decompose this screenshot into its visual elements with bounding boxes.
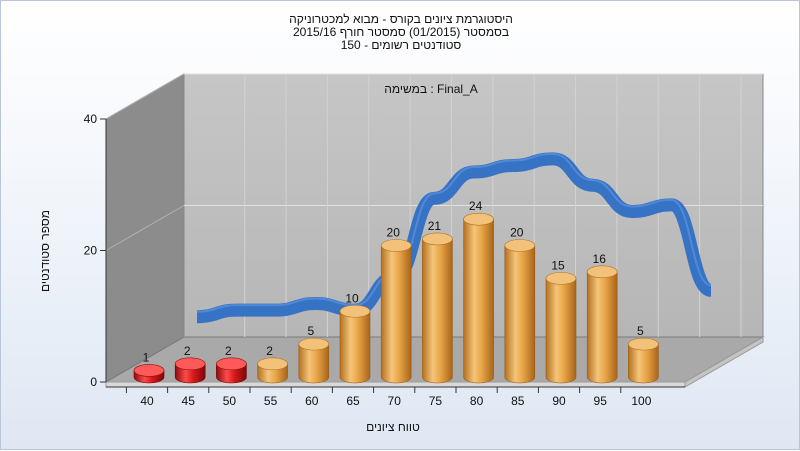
- task-annotation: במשימה : Final_A: [384, 82, 478, 96]
- trend-ribbon-highlight: [196, 152, 712, 313]
- bar-value-label: 15: [551, 258, 565, 272]
- bar-value-label: 20: [510, 226, 524, 240]
- bar-top: [422, 232, 453, 246]
- bar-value-label: 1: [143, 350, 150, 364]
- bar-value-label: 24: [469, 199, 483, 213]
- bar-50: [216, 357, 247, 384]
- bar-body: [380, 245, 412, 384]
- bar-body: [463, 218, 494, 384]
- bar-top: [380, 239, 412, 252]
- x-tick-label: 75: [429, 394, 443, 408]
- bar-body: [504, 245, 536, 384]
- x-tick-label: 85: [511, 394, 525, 408]
- bar-value-label: 2: [266, 344, 273, 358]
- x-tick-label: 95: [594, 394, 608, 408]
- bar-body: [628, 343, 659, 384]
- bar-top: [586, 265, 618, 279]
- x-tick-label: 55: [264, 394, 278, 408]
- bar-top: [504, 239, 536, 252]
- bar-55: [257, 357, 288, 384]
- bar-70: [380, 239, 412, 384]
- x-tick-label: 100: [631, 394, 651, 408]
- bar-value-label: 20: [387, 226, 401, 240]
- bar-value-label: 2: [225, 344, 232, 358]
- bar-45: [174, 357, 206, 384]
- x-tick-label: 50: [223, 394, 237, 408]
- bar-100: [628, 337, 659, 384]
- grid-line-side-20: [105, 205, 185, 251]
- bar-65: [339, 304, 371, 384]
- bar-body: [339, 310, 371, 384]
- trend-ribbon: [196, 152, 714, 324]
- y-axis-title: מספר סטודנטים: [38, 210, 52, 292]
- bar-85: [504, 239, 536, 384]
- bar-body: [422, 238, 453, 384]
- bar-value-label: 10: [345, 291, 359, 305]
- bar-top: [133, 364, 165, 377]
- chart-title-line-3: סטודנטים רשומים - 150: [341, 38, 462, 52]
- chart-floor-right-edge: [684, 336, 764, 388]
- bar-90: [545, 272, 577, 384]
- x-tick-label: 70: [388, 394, 402, 408]
- chart-title-line-1: היסטוגרמת ציונים בקורס - מבוא למכטרוניקה: [289, 12, 513, 26]
- bar-75: [422, 232, 453, 384]
- y-tick-label: 20: [84, 244, 98, 258]
- bar-top: [174, 357, 206, 371]
- bar-value-label: 16: [593, 252, 607, 266]
- chart-title-line-2: בסמסטר (01/2015) סמסטר חורף 2015/16: [293, 25, 509, 39]
- bar-95: [586, 265, 618, 384]
- y-tick-label: 40: [84, 112, 98, 126]
- bar-value-label: 5: [637, 324, 644, 338]
- grid-line-side-40: [105, 73, 185, 120]
- bar-60: [298, 337, 330, 384]
- x-axis-title: טווח ציונים: [366, 420, 420, 434]
- x-tick-label: 60: [305, 394, 319, 408]
- x-tick-label: 40: [140, 394, 154, 408]
- bar-body: [298, 343, 330, 384]
- bar-80: [463, 212, 494, 384]
- bar-top: [463, 212, 494, 226]
- bar-body: [545, 278, 577, 384]
- x-tick-label: 80: [470, 394, 484, 408]
- bar-top: [628, 337, 659, 351]
- x-tick-label: 45: [182, 394, 196, 408]
- y-tick-label: 0: [90, 375, 97, 389]
- bar-top: [545, 272, 577, 285]
- trend-layer: [196, 152, 714, 324]
- bar-40: [133, 364, 165, 384]
- x-tick-label: 65: [346, 394, 360, 408]
- bar-top: [257, 357, 288, 371]
- x-tick-label: 90: [552, 394, 566, 408]
- bar-top: [216, 357, 247, 371]
- bar-value-label: 21: [428, 219, 442, 233]
- bar-top: [339, 304, 371, 318]
- bar-body: [586, 271, 618, 384]
- bar-top: [298, 337, 330, 351]
- bar-value-label: 5: [307, 324, 314, 338]
- bar-value-label: 2: [184, 344, 191, 358]
- bar-layer: 1 2 2 2 5 10 20 21 24 20 15 16 5: [133, 199, 659, 384]
